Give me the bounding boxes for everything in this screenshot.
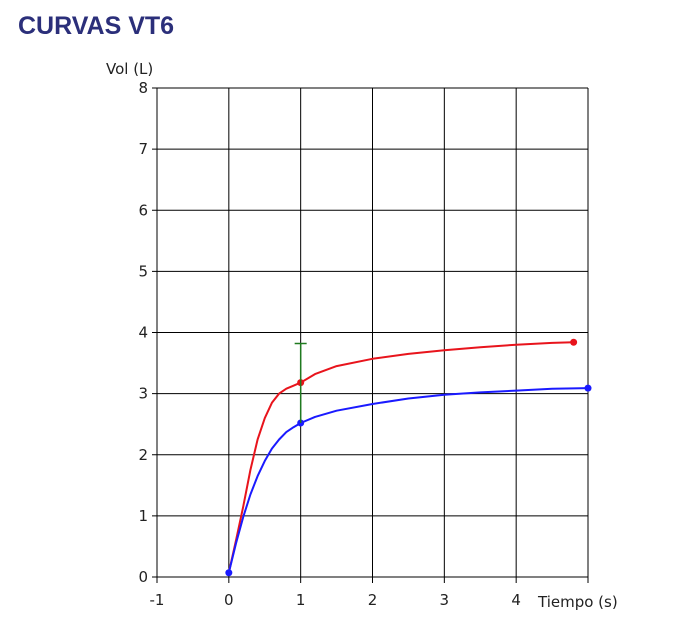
y-tick-label: 1 — [138, 507, 148, 525]
x-tick-label: 2 — [368, 591, 378, 609]
series-line-1 — [227, 387, 589, 573]
y-tick-label: 7 — [138, 140, 148, 158]
x-tick-label: 0 — [224, 591, 234, 609]
chart-title: CURVAS VT6 — [18, 12, 175, 40]
series-line-0 — [227, 341, 574, 573]
x-tick-label: 3 — [440, 591, 450, 609]
y-tick-label: 4 — [138, 324, 148, 342]
data-series — [225, 338, 592, 577]
series-marker-0 — [570, 338, 578, 346]
x-axis-label: Tiempo (s) — [537, 593, 618, 611]
x-tick-label: 4 — [511, 591, 521, 609]
series-marker-1 — [225, 569, 233, 577]
y-tick-label: 5 — [138, 262, 148, 280]
y-tick-label: 0 — [138, 568, 148, 586]
tick-marks — [152, 87, 589, 583]
x-tick-label: -1 — [150, 591, 165, 609]
series-marker-1 — [584, 384, 592, 392]
y-axis-label: Vol (L) — [106, 60, 153, 78]
y-tick-label: 6 — [138, 201, 148, 219]
y-tick-label: 3 — [138, 385, 148, 403]
annotations — [294, 342, 307, 423]
y-tick-label: 8 — [138, 79, 148, 97]
x-tick-label: 1 — [296, 591, 306, 609]
grid-lines — [156, 87, 589, 578]
y-tick-label: 2 — [138, 446, 148, 464]
